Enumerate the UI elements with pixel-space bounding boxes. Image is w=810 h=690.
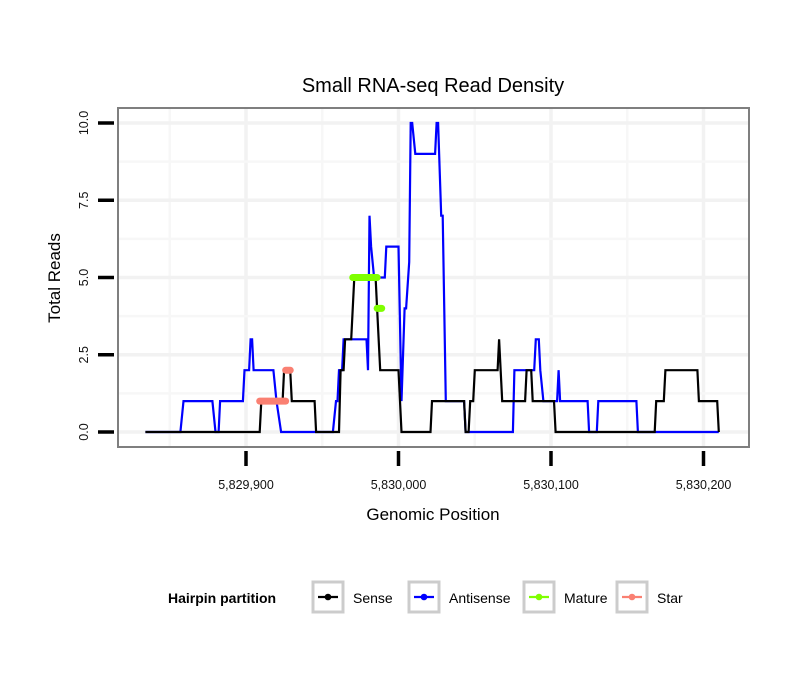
legend-key-point [628,593,636,601]
legend-label: Mature [564,590,608,606]
y-tick-label: 7.5 [77,192,91,209]
y-tick-label: 10.0 [77,111,91,135]
legend-label: Sense [353,590,393,606]
legend-item-mature: Mature [522,580,608,614]
y-axis-title: Total Reads [45,233,64,323]
x-tick-label: 5,830,000 [371,478,427,492]
legend-label: Star [657,590,683,606]
legend-key-point [324,593,332,601]
series-line-sense [145,276,720,434]
x-tick-label: 5,830,200 [676,478,732,492]
x-axis: 5,829,900 5,830,000 5,830,100 5,830,200 [218,451,731,492]
x-tick-label: 5,829,900 [218,478,274,492]
series-layer [145,121,720,434]
y-axis: 0.0 2.5 5.0 7.5 10.0 [77,111,114,441]
legend-key-point [420,593,428,601]
x-tick-label: 5,830,100 [523,478,579,492]
legend-item-sense: Sense [311,580,393,614]
y-tick-label: 5.0 [77,269,91,286]
legend-key-point [535,593,543,601]
x-axis-title: Genomic Position [366,505,499,524]
legend-item-antisense: Antisense [407,580,511,614]
y-tick-label: 2.5 [77,346,91,363]
chart-title: Small RNA-seq Read Density [302,75,564,97]
legend: Hairpin partition Sense Antisense Mature St… [168,580,683,614]
y-tick-label: 0.0 [77,423,91,440]
legend-label: Antisense [449,590,511,606]
panel-border [117,107,750,448]
legend-item-star: Star [615,580,683,614]
legend-title: Hairpin partition [168,590,276,606]
series-line-antisense [145,121,719,434]
